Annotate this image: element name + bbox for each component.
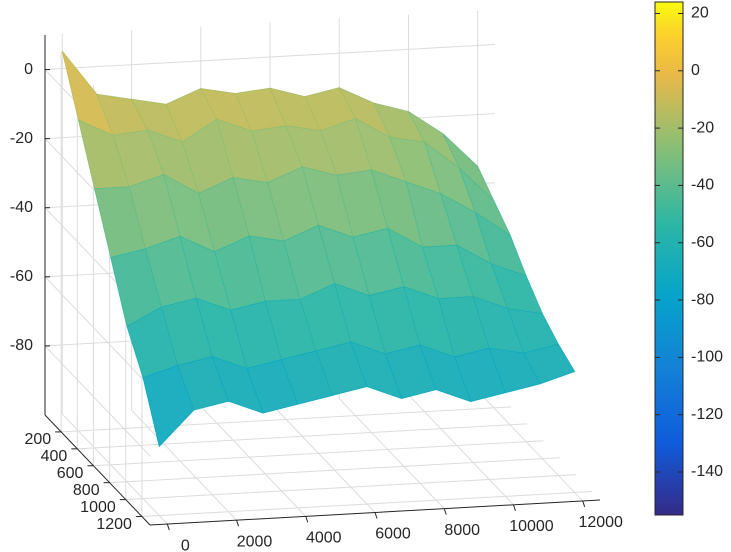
x-tick: [305, 516, 309, 523]
x-tick: [582, 500, 586, 508]
grid-line: [77, 423, 528, 450]
y-tick-label: 1200: [96, 516, 132, 533]
colorbar-tick-label: 20: [691, 5, 709, 22]
colorbar-tick-label: -80: [691, 291, 714, 308]
surface-patch: [61, 51, 114, 137]
grid-line: [93, 440, 544, 467]
x-tick: [374, 512, 378, 519]
x-tick-label: 10000: [509, 518, 554, 535]
grid-line: [131, 409, 237, 521]
colorbar-scale: [654, 1, 684, 516]
grid-line: [141, 491, 592, 518]
tick-labels: 0 2000 4000 6000 8000 10000 120002004006008001…: [10, 61, 623, 552]
colorbar-tick-label: -120: [691, 406, 723, 423]
colorbar-tick-label: -40: [691, 177, 714, 194]
grid-line: [61, 413, 168, 525]
colorbar-tick-label: 0: [691, 62, 700, 79]
grid-line: [44, 345, 151, 457]
colorbar-tick-label: -140: [691, 463, 723, 480]
surface: [61, 51, 576, 448]
x-tick-label: 8000: [444, 522, 480, 539]
colorbar: -140 -120 -100 -80 -60 -40 -20 0 20: [654, 1, 723, 516]
grid-line: [61, 406, 512, 433]
x-tick-label: 0: [181, 537, 190, 552]
x-tick-label: 4000: [306, 530, 342, 547]
x-tick: [236, 520, 240, 527]
colorbar-tick-label: -100: [691, 349, 723, 366]
y-tick-label: 1000: [80, 499, 116, 516]
y-tick-label: 200: [24, 431, 51, 448]
colorbar-tick-label: -60: [691, 234, 714, 251]
y-tick-label: 600: [57, 465, 84, 482]
z-tick-label: 0: [24, 61, 33, 78]
grid-line: [109, 457, 560, 484]
grid-line: [125, 474, 576, 501]
surface-patch: [523, 343, 576, 385]
x-tick: [443, 508, 447, 515]
grid-line: [408, 394, 514, 506]
axis-line: [44, 414, 151, 526]
z-tick-label: -40: [10, 199, 33, 216]
z-tick-label: -60: [10, 268, 33, 285]
x-tick-label: 6000: [375, 526, 411, 543]
x-tick: [166, 523, 170, 531]
grid-line: [200, 406, 307, 517]
y-tick-label: 800: [73, 482, 100, 499]
colorbar-tick-label: -20: [691, 119, 714, 136]
y-tick-label: 400: [41, 448, 68, 465]
x-tick-label: 2000: [237, 533, 273, 550]
x-tick: [512, 504, 516, 511]
grid-line: [477, 390, 584, 502]
z-tick-label: -80: [10, 337, 33, 354]
z-tick-label: -20: [10, 130, 33, 147]
grid-line: [338, 398, 445, 509]
grid-line: [269, 402, 376, 513]
grid-line: [44, 276, 151, 388]
grid-line: [44, 44, 496, 71]
x-tick-label: 12000: [578, 514, 623, 531]
